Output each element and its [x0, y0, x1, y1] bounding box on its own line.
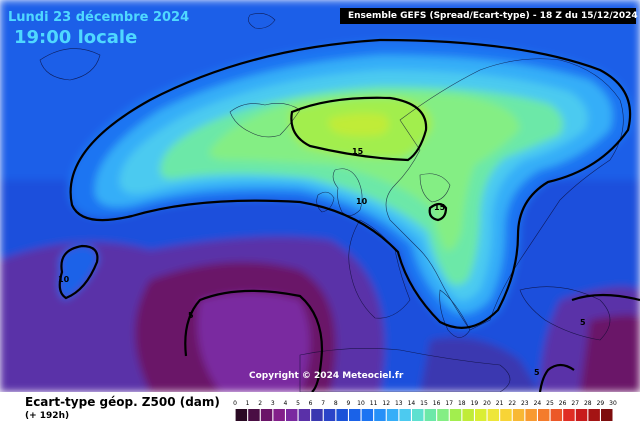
legend-tick-label: 16 [433, 400, 441, 407]
legend-swatch [550, 409, 563, 421]
forecast-date: Lundi 23 décembre 2024 [8, 10, 190, 25]
legend-tick-label: 18 [458, 400, 466, 407]
legend-swatch [286, 409, 298, 421]
legend-swatch [273, 409, 285, 421]
legend-swatch [462, 409, 474, 421]
legend-tick-label: 7 [321, 400, 325, 407]
legend-swatch [475, 409, 487, 421]
legend-swatch [323, 409, 336, 421]
contour-label-5-southwest: 5 [188, 311, 194, 320]
legend-tick-label: 30 [609, 400, 617, 407]
legend-swatch [575, 409, 588, 421]
legend-swatch [361, 409, 374, 421]
legend-tick-label: 22 [508, 400, 516, 407]
legend-swatch [412, 409, 424, 421]
contour-label-10-atlantic: 10 [356, 197, 368, 206]
legend-tick-label: 27 [571, 400, 579, 407]
legend-tick-label: 23 [521, 400, 529, 407]
legend-tick-label: 25 [546, 400, 554, 407]
legend-tick-label: 4 [283, 400, 287, 407]
contour-label-15-high: 15 [352, 147, 364, 156]
legend-swatch [298, 409, 311, 421]
legend-swatch [311, 409, 323, 421]
legend-swatch [260, 409, 273, 421]
forecast-time: 19:00 locale [14, 27, 138, 48]
legend-tick-label: 11 [370, 400, 378, 407]
lead-time: (+ 192h) [25, 411, 70, 421]
legend-swatch [601, 409, 613, 421]
legend-swatch [500, 409, 512, 421]
legend-tick-label: 17 [445, 400, 453, 407]
legend-tick-label: 14 [408, 400, 416, 407]
legend-swatch [349, 409, 361, 421]
legend-swatch [487, 409, 500, 421]
legend-tick-label: 29 [597, 400, 605, 407]
legend-tick-label: 1 [246, 400, 250, 407]
legend-swatch [449, 409, 462, 421]
contour-label-15-benelux: 15 [434, 203, 446, 212]
legend-tick-label: 2 [258, 400, 262, 407]
legend-swatch [538, 409, 550, 421]
legend-swatch [386, 409, 399, 421]
variable-title: Ecart-type géop. Z500 (dam) [25, 395, 220, 409]
color-scale-legend: 0 1 2 3 4 5 6 7 8 9 10 11 12 13 14 15 16 17 18 19 20 21 22 23 24… [233, 400, 617, 421]
legend-tick-label: 5 [296, 400, 300, 407]
legend-tick-label: 19 [471, 400, 479, 407]
legend-tick-label: 21 [496, 400, 504, 407]
legend-swatch [437, 409, 449, 421]
legend-tick-label: 15 [420, 400, 428, 407]
legend-tick-label: 20 [483, 400, 491, 407]
legend-tick-label: 13 [395, 400, 403, 407]
contour-label-10-west: 10 [58, 275, 70, 284]
legend-tick-label: 9 [346, 400, 350, 407]
legend-tick-label: 28 [584, 400, 592, 407]
legend-swatch [424, 409, 437, 421]
legend-swatch [525, 409, 537, 421]
legend-swatch [248, 409, 260, 421]
legend-tick-label: 0 [233, 400, 237, 407]
legend-tick-label: 26 [559, 400, 567, 407]
legend-swatch [588, 409, 600, 421]
legend-swatch [563, 409, 575, 421]
copyright-notice: Copyright © 2024 Meteociel.fr [249, 371, 404, 381]
legend-tick-label: 3 [271, 400, 275, 407]
legend-swatch [374, 409, 386, 421]
legend-tick-label: 24 [534, 400, 542, 407]
contour-label-5-southeast: 5 [534, 368, 540, 377]
legend-swatch [399, 409, 411, 421]
legend-tick-label: 8 [334, 400, 338, 407]
contour-label-5-east: 5 [580, 318, 586, 327]
legend-tick-label: 12 [382, 400, 390, 407]
legend-tick-label: 6 [309, 400, 313, 407]
legend-swatch [336, 409, 348, 421]
legend-swatch [235, 409, 248, 421]
legend-swatch [512, 409, 525, 421]
ensemble-title: Ensemble GEFS (Spread/Ecart-type) - 18 Z… [340, 8, 638, 24]
spread-map: 15 15 10 10 5 5 5 [0, 0, 640, 392]
legend-tick-label: 10 [357, 400, 365, 407]
